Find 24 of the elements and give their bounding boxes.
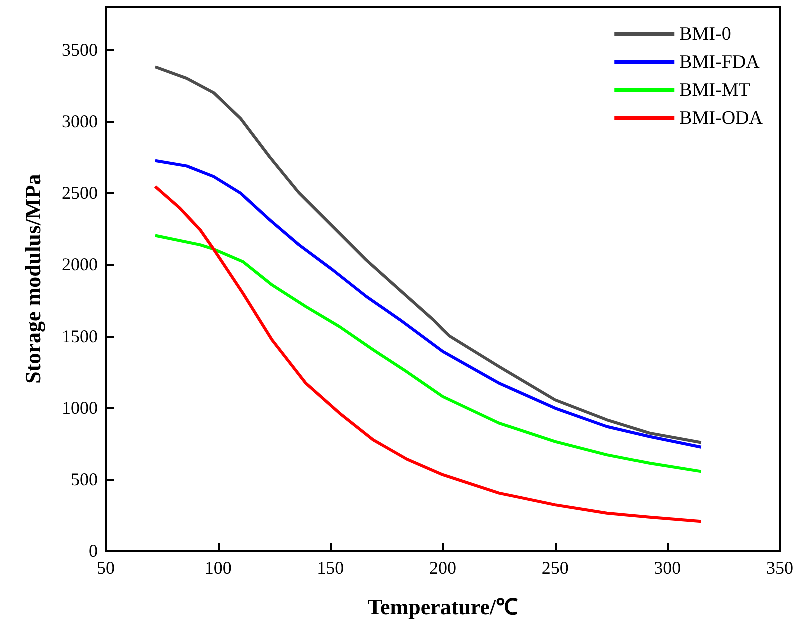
line-series <box>154 234 703 474</box>
line-series <box>154 159 703 449</box>
x-tick-label: 200 <box>430 558 456 578</box>
x-tick-label: 250 <box>542 558 569 578</box>
y-axis-title: Storage modulus/MPa <box>20 174 46 384</box>
y-tick-label: 2500 <box>62 183 98 204</box>
y-tick-label: 2000 <box>62 254 98 275</box>
y-tick-label: 0 <box>89 541 98 561</box>
x-axis-title: Temperature/℃ <box>368 594 518 620</box>
line-series <box>154 185 703 524</box>
legend-label: BMI-0 <box>680 24 732 45</box>
x-tick-label: 150 <box>317 558 344 578</box>
x-tick-label: 350 <box>766 558 794 578</box>
y-tick-label: 1000 <box>62 398 98 418</box>
x-tick-label: 300 <box>654 558 682 578</box>
legend-label: BMI-ODA <box>680 108 764 129</box>
y-tick-label: 3000 <box>62 112 98 132</box>
x-tick-label: 50 <box>97 558 115 578</box>
legend-label: BMI-MT <box>680 80 751 101</box>
y-tick-label: 3500 <box>62 40 98 60</box>
y-tick-label: 1500 <box>62 326 98 346</box>
legend-label: BMI-FDA <box>680 52 760 73</box>
y-tick-label: 500 <box>71 469 98 490</box>
x-tick-label: 100 <box>204 558 232 578</box>
